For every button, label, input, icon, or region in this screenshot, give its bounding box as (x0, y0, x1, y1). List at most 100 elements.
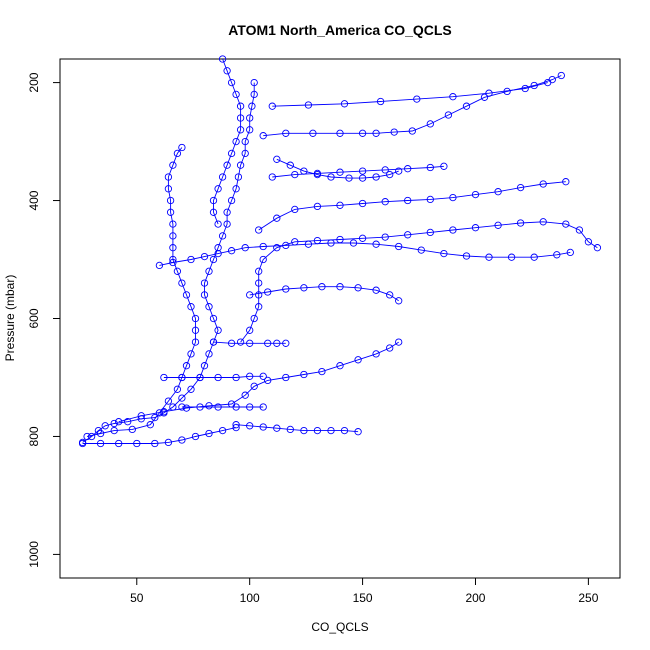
series-4 (255, 178, 570, 234)
series-11 (78, 423, 240, 448)
data-point (96, 429, 105, 438)
data-point (241, 137, 249, 146)
data-point (300, 167, 308, 175)
y-tick-label: 400 (27, 190, 41, 210)
data-point (151, 439, 159, 448)
data-point (340, 100, 349, 108)
data-point (336, 362, 344, 370)
series-line (236, 424, 359, 433)
data-point (164, 173, 173, 181)
data-point (187, 303, 195, 311)
data-point (246, 403, 254, 411)
data-point (124, 418, 132, 426)
data-point (209, 208, 218, 216)
data-point (169, 220, 177, 228)
data-point (182, 291, 191, 299)
data-point (381, 166, 389, 174)
data-point (395, 338, 403, 346)
data-point (539, 218, 547, 226)
series-16 (178, 403, 267, 411)
data-point (246, 291, 254, 299)
data-point (584, 238, 593, 246)
data-point (282, 129, 290, 137)
x-axis: 50 100 150 200 250 (130, 578, 599, 605)
data-point (471, 224, 480, 232)
x-tick-label: 250 (578, 591, 598, 605)
data-point (354, 284, 362, 292)
data-point (169, 258, 177, 267)
data-point (562, 178, 570, 186)
data-point (349, 239, 358, 247)
data-point (372, 173, 380, 181)
series-13 (273, 155, 403, 182)
data-point (255, 226, 263, 234)
data-point (408, 127, 416, 135)
data-point (286, 425, 294, 434)
x-tick-label: 50 (130, 591, 144, 605)
series-line (82, 82, 255, 443)
data-point (372, 240, 380, 248)
data-point (381, 198, 389, 206)
data-point (300, 284, 308, 292)
data-point (255, 291, 263, 299)
data-point (101, 422, 109, 430)
data-point (241, 149, 249, 158)
data-point (246, 326, 254, 334)
series-2 (115, 338, 403, 426)
data-point (246, 126, 254, 134)
series-3 (236, 218, 602, 346)
data-point (358, 167, 367, 175)
data-point (200, 279, 209, 287)
data-point (205, 267, 213, 275)
data-point (593, 244, 602, 252)
data-point (182, 404, 191, 412)
series-line (272, 82, 548, 107)
data-point (155, 261, 164, 270)
data-point (372, 286, 380, 294)
y-tick-label: 800 (27, 426, 41, 446)
data-point (494, 188, 502, 196)
data-point (234, 173, 243, 181)
data-point (214, 373, 222, 382)
y-axis-label: Pressure (mbar) (3, 275, 17, 362)
data-point (166, 196, 175, 205)
data-point (354, 356, 362, 364)
data-point (182, 362, 191, 370)
data-point (336, 283, 344, 291)
data-point (521, 84, 529, 93)
series-line (159, 242, 571, 266)
data-point (218, 173, 227, 181)
data-point (313, 426, 322, 435)
series-line (213, 341, 286, 344)
data-point (250, 382, 258, 390)
data-point (115, 418, 123, 426)
x-axis-label: CO_QCLS (311, 620, 368, 634)
y-tick-label: 1000 (27, 541, 41, 568)
series-0 (78, 78, 258, 447)
data-point (336, 168, 344, 176)
data-point (78, 439, 87, 448)
data-point (214, 220, 222, 228)
data-point (327, 426, 335, 435)
x-tick-label: 150 (353, 591, 373, 605)
data-point (462, 102, 471, 110)
data-point (372, 129, 380, 137)
data-point (485, 89, 493, 97)
series-line (82, 427, 237, 444)
data-point (282, 241, 290, 250)
data-point (128, 425, 136, 434)
data-point (426, 163, 434, 172)
series-line (240, 221, 598, 343)
data-point (187, 385, 195, 393)
data-point (462, 252, 471, 260)
data-point (223, 161, 231, 169)
data-point (444, 111, 453, 119)
data-point (164, 438, 173, 447)
data-point (178, 373, 186, 382)
data-point (200, 252, 209, 261)
series-7 (268, 78, 552, 110)
series-8 (155, 239, 574, 270)
data-point (191, 432, 200, 441)
data-point (273, 244, 281, 252)
data-point (173, 149, 182, 158)
